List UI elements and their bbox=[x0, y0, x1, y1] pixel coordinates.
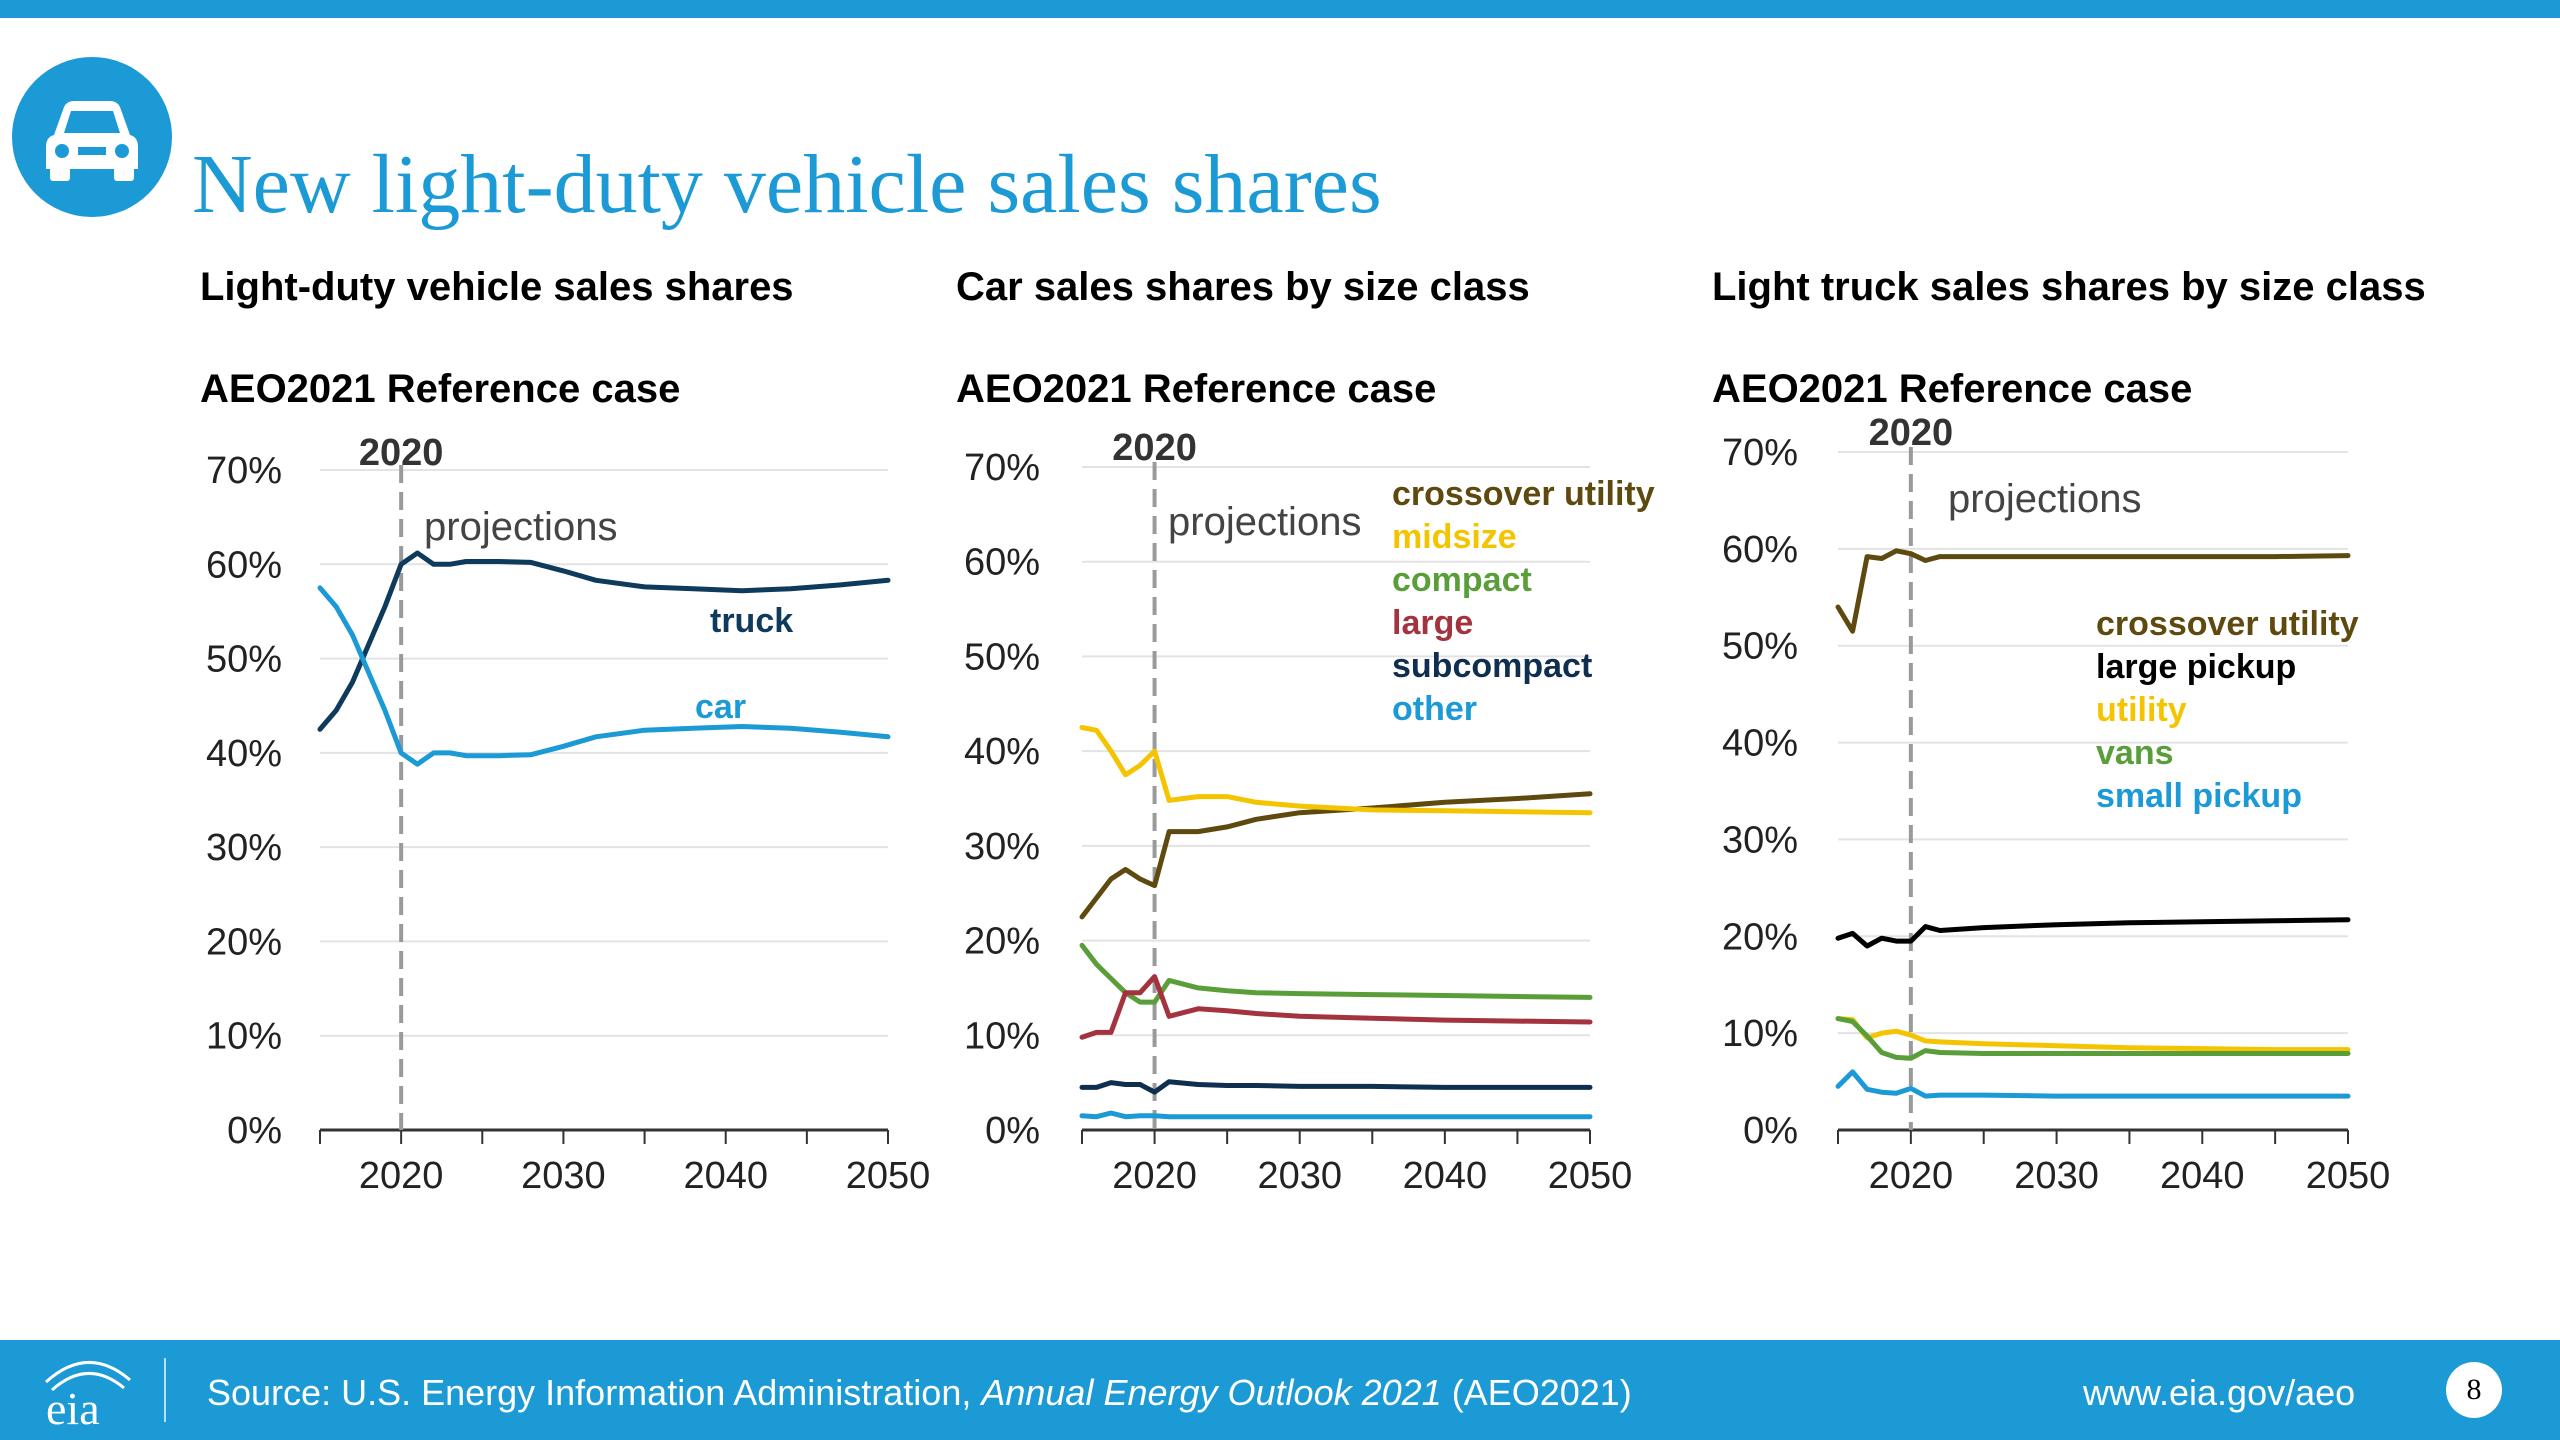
chart3-y-tick-label: 0% bbox=[1743, 1110, 1798, 1152]
chart2-subtitle: AEO2021 Reference case bbox=[956, 367, 1437, 411]
chart3-y-tick-label: 30% bbox=[1722, 819, 1798, 861]
eia-logo: eia bbox=[44, 1361, 131, 1430]
chart3-y-tick-label: 70% bbox=[1722, 432, 1798, 474]
chart2-series-other bbox=[1079, 1110, 1593, 1120]
chart1-x-tick-label: 2020 bbox=[359, 1155, 444, 1197]
car-icon bbox=[12, 57, 172, 217]
chart1-x-tick-label: 2030 bbox=[521, 1155, 606, 1197]
chart3-legend-large-pickup: large pickup bbox=[2096, 648, 2296, 686]
chart3-subtitle: AEO2021 Reference case bbox=[1712, 367, 2193, 411]
chart3-y-tick-label: 60% bbox=[1722, 529, 1798, 571]
chart3-legend-crossover-utility: crossover utility bbox=[2096, 605, 2359, 643]
chart3-x-tick-label: 2040 bbox=[2160, 1155, 2245, 1197]
chart1-y-tick-label: 40% bbox=[206, 733, 282, 775]
chart2-y-tick-label: 30% bbox=[964, 826, 1040, 868]
chart2-series-crossover-utility bbox=[1079, 791, 1593, 920]
chart2-legend-crossover-utility: crossover utility bbox=[1392, 475, 1655, 513]
chart1-y-tick-label: 10% bbox=[206, 1016, 282, 1058]
chart2-x-tick-label: 2030 bbox=[1257, 1155, 1342, 1197]
chart2-y-tick-label: 60% bbox=[964, 542, 1040, 584]
source-report-title: Annual Energy Outlook 2021 bbox=[981, 1372, 1442, 1413]
chart2-legend-compact: compact bbox=[1392, 561, 1532, 599]
svg-text:eia: eia bbox=[46, 1383, 100, 1430]
chart2-legend-large: large bbox=[1392, 604, 1473, 642]
chart3-series-crossover-utility bbox=[1835, 548, 2351, 634]
chart3-divider-label: 2020 bbox=[1869, 412, 1954, 454]
chart2-series-subcompact bbox=[1079, 1079, 1593, 1095]
top-accent-bar bbox=[0, 0, 2560, 18]
chart3-series-small-pickup bbox=[1835, 1069, 2351, 1099]
chart2-legend-midsize: midsize bbox=[1392, 518, 1517, 556]
chart2-y-tick-label: 10% bbox=[964, 1015, 1040, 1057]
chart1-y-tick-label: 20% bbox=[206, 921, 282, 963]
chart2-y-tick-label: 70% bbox=[964, 447, 1040, 489]
chart1-x-tick-label: 2050 bbox=[846, 1155, 931, 1197]
footer-bar: eia Source: U.S. Energy Information Admi… bbox=[0, 1340, 2560, 1440]
slide-title: New light-duty vehicle sales shares bbox=[192, 138, 1382, 231]
chart1-series-car bbox=[317, 585, 891, 767]
chart1-y-tick-label: 60% bbox=[206, 544, 282, 586]
chart1-y-tick-label: 0% bbox=[227, 1110, 282, 1152]
source-suffix: (AEO2021) bbox=[1441, 1372, 1632, 1413]
chart2-y-tick-label: 0% bbox=[985, 1110, 1040, 1152]
source-prefix: Source: U.S. Energy Information Administ… bbox=[207, 1372, 982, 1413]
chart1-title: Light-duty vehicle sales shares bbox=[200, 265, 794, 309]
chart3-x-tick-label: 2030 bbox=[2014, 1155, 2099, 1197]
chart2-series-large bbox=[1079, 974, 1593, 1040]
chart1-legend-car: car bbox=[695, 688, 746, 726]
chart3-projections-label: projections bbox=[1948, 477, 2141, 521]
chart3-y-tick-label: 10% bbox=[1722, 1013, 1798, 1055]
chart2-projections-label: projections bbox=[1168, 500, 1361, 544]
chart2-x-tick-label: 2040 bbox=[1403, 1155, 1488, 1197]
page-number: 8 bbox=[2446, 1362, 2502, 1418]
chart1-y-tick-label: 70% bbox=[206, 450, 282, 492]
chart3-y-tick-label: 50% bbox=[1722, 626, 1798, 668]
chart3-legend-vans: vans bbox=[2096, 734, 2174, 772]
chart1-projections-label: projections bbox=[424, 505, 617, 549]
chart3-legend-utility: utility bbox=[2096, 691, 2187, 729]
chart2-legend-subcompact: subcompact bbox=[1392, 647, 1592, 685]
footer-url-link[interactable]: www.eia.gov/aeo bbox=[2083, 1372, 2356, 1413]
chart2-y-tick-label: 20% bbox=[964, 921, 1040, 963]
chart1-series-truck bbox=[317, 550, 891, 732]
chart3-y-tick-label: 20% bbox=[1722, 916, 1798, 958]
chart3-x-tick-label: 2020 bbox=[1869, 1155, 1954, 1197]
chart3-y-tick-label: 40% bbox=[1722, 723, 1798, 765]
chart1-y-tick-label: 50% bbox=[206, 639, 282, 681]
chart3-title: Light truck sales shares by size class bbox=[1712, 265, 2426, 309]
chart1-y-tick-label: 30% bbox=[206, 827, 282, 869]
chart3-series-large-pickup bbox=[1835, 917, 2351, 949]
chart2-y-tick-label: 50% bbox=[964, 636, 1040, 678]
footer-source: Source: U.S. Energy Information Administ… bbox=[207, 1372, 1632, 1414]
chart2-y-tick-label: 40% bbox=[964, 731, 1040, 773]
chart2-x-tick-label: 2050 bbox=[1548, 1155, 1633, 1197]
footer-divider bbox=[164, 1358, 166, 1422]
chart3-series-vans bbox=[1835, 1016, 2351, 1061]
chart2-series-compact bbox=[1079, 942, 1593, 1005]
chart3-x-tick-label: 2050 bbox=[2306, 1155, 2391, 1197]
chart1-divider-label: 2020 bbox=[359, 432, 444, 474]
chart1-legend-truck: truck bbox=[710, 602, 793, 640]
charts-canvas: 0% 10% 20% 30% 40% 50% 60% 70% 2020 2030 2040 2050 2… bbox=[206, 412, 2391, 1197]
chart2-title: Car sales shares by size class bbox=[956, 265, 1530, 309]
chart3-legend-small-pickup: small pickup bbox=[2096, 777, 2302, 815]
chart2-x-tick-label: 2020 bbox=[1112, 1155, 1197, 1197]
chart2-legend-other: other bbox=[1392, 690, 1477, 728]
chart1-subtitle: AEO2021 Reference case bbox=[200, 367, 681, 411]
chart2-series-midsize bbox=[1079, 725, 1593, 816]
chart1-x-tick-label: 2040 bbox=[683, 1155, 768, 1197]
chart2-divider-label: 2020 bbox=[1112, 427, 1197, 469]
